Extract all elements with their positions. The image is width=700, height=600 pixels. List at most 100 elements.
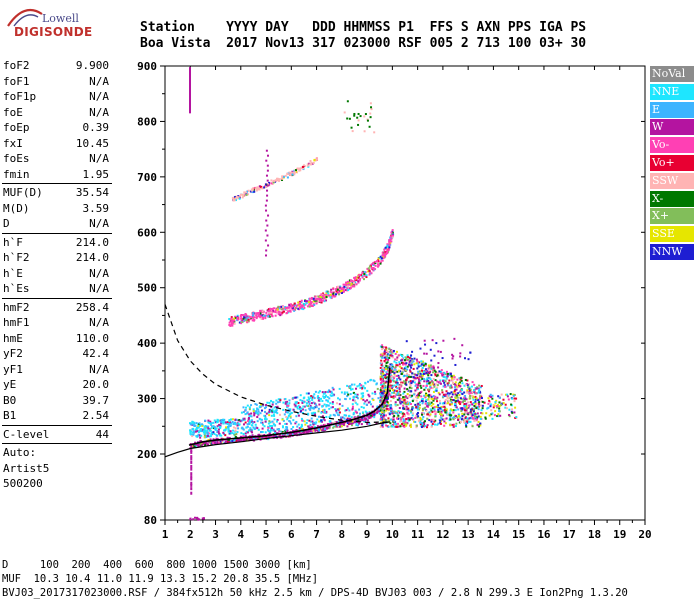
param-row: yE 20.0	[2, 377, 112, 393]
echo-dot-spread-f	[389, 354, 392, 357]
echo-dot-diffuse	[328, 420, 331, 423]
echo-dot-first-hop	[338, 420, 341, 423]
echo-dot-spread-f	[382, 414, 385, 417]
echo-dot-spread-f	[412, 412, 415, 415]
echo-dot-upper	[424, 343, 427, 346]
echo-dot-third-hop	[313, 158, 316, 161]
echo-dot-spread-f	[396, 358, 399, 361]
echo-dot-second-hop	[335, 293, 338, 296]
echo-dot-spread-f	[433, 397, 436, 400]
echo-dot-second-hop	[281, 308, 284, 311]
header-values: Boa Vista 2017 Nov13 317 023000 RSF 005 …	[140, 36, 587, 51]
echo-dot-diffuse	[321, 391, 324, 394]
echo-dot-streak	[266, 184, 269, 187]
echo-dot-spread-f	[463, 391, 466, 394]
echo-dot-diffuse	[222, 431, 225, 434]
echo-dot-diffuse	[303, 420, 306, 423]
echo-dot-first-hop	[218, 441, 221, 444]
echo-dot-spread-f	[425, 398, 428, 401]
echo-dot-spread-f	[465, 402, 468, 405]
echo-dot-tail	[500, 393, 503, 396]
echo-dot-diffuse	[246, 411, 249, 414]
echo-dot-spread-f	[469, 401, 472, 404]
echo-dot-streak	[190, 464, 193, 468]
echo-dot-spread-f	[404, 363, 407, 366]
param-value: N/A	[89, 282, 109, 295]
echo-dot-spread-f	[405, 424, 408, 427]
echo-dot-diffuse	[261, 421, 264, 424]
echo-dot-spread-f	[382, 380, 385, 383]
param-separator	[2, 424, 112, 426]
echo-dot-diffuse	[353, 396, 356, 399]
echo-dot-bottom	[192, 518, 195, 521]
echo-dot-second-hop	[332, 288, 335, 291]
echo-dot-first-hop	[389, 367, 392, 370]
echo-dot-third-hop	[264, 185, 267, 188]
echo-dot-tail	[512, 393, 515, 396]
echo-dot-spread-f	[449, 386, 452, 389]
echo-dot-spread-f	[398, 388, 401, 391]
echo-dot-spread-f	[411, 394, 414, 397]
param-name: C-level	[3, 427, 50, 441]
echo-dot-diffuse	[323, 396, 326, 399]
echo-dot-spread-f	[456, 386, 459, 389]
echo-dot-spread-f	[409, 403, 412, 406]
echo-dot-tail	[484, 416, 487, 419]
echo-dot-diffuse	[297, 402, 300, 405]
echo-dot-spread-f	[436, 423, 439, 426]
echo-dot-spread-f	[391, 387, 394, 390]
echo-dot-spread-f	[426, 402, 429, 405]
echo-dot-third-hop	[234, 199, 237, 202]
echo-dot-spread-f	[402, 407, 405, 410]
echo-dot-second-hop	[319, 300, 322, 303]
echo-dot-spread-f	[424, 425, 427, 428]
echo-dot-tail	[493, 414, 496, 417]
echo-dot-first-hop	[209, 441, 212, 444]
param-value: 10.45	[75, 136, 109, 150]
echo-dot-spread-f	[415, 362, 418, 365]
echo-dot-diffuse	[324, 391, 327, 394]
echo-dot-diffuse	[266, 429, 269, 432]
echo-dot-spread-f	[454, 386, 457, 389]
echo-dot-tail	[495, 405, 498, 408]
echo-dot-spread-f	[396, 417, 399, 420]
echo-dot-third-hop	[300, 166, 303, 169]
echo-dot-second-hop	[329, 296, 332, 299]
echo-dot-diffuse	[299, 399, 302, 402]
echo-dot-diffuse	[233, 433, 236, 436]
echo-dot-spread-f	[428, 396, 431, 399]
echo-dot-spread-f	[476, 386, 479, 389]
x-tick-label: 19	[613, 528, 626, 541]
echo-dot-second-hop	[237, 318, 240, 321]
echo-dot-diffuse	[264, 431, 267, 434]
echo-dot-spread-f	[430, 397, 433, 400]
echo-dot-diffuse	[301, 419, 304, 422]
echo-dot-streak	[189, 77, 191, 81]
echo-dot-spread-f	[453, 378, 456, 381]
echo-dot-spread-f	[476, 412, 479, 415]
x-tick-label: 14	[487, 528, 501, 541]
echo-dot-second-hop	[280, 305, 283, 308]
echo-dot-second-hop	[298, 303, 301, 306]
echo-dot-diffuse	[323, 410, 326, 413]
echo-dot-spread-f	[406, 422, 409, 425]
param-note: Artist5	[3, 461, 50, 475]
echo-dot-upper	[451, 357, 454, 360]
echo-dot-spread-f	[433, 408, 436, 411]
echo-dot-spread-f	[398, 397, 401, 400]
echo-dot-second-hop	[294, 307, 297, 310]
echo-dot-first-hop	[357, 419, 360, 422]
echo-dot-first-hop	[376, 411, 379, 414]
echo-dot-spread-f	[395, 361, 398, 364]
x-tick-label: 15	[512, 528, 525, 541]
echo-dot-second-hop	[268, 315, 271, 318]
echo-dot-spread-f	[477, 420, 480, 423]
echo-dot-diffuse	[298, 427, 301, 430]
echo-dot-first-hop	[303, 431, 306, 434]
echo-dot-second-hop	[345, 281, 348, 284]
echo-dot-streak	[266, 154, 269, 157]
echo-dot-spread-f	[475, 387, 478, 390]
echo-dot-second-hop	[305, 302, 308, 305]
echo-dot-spread-f	[415, 399, 418, 402]
echo-dot-spread-f	[411, 360, 414, 363]
